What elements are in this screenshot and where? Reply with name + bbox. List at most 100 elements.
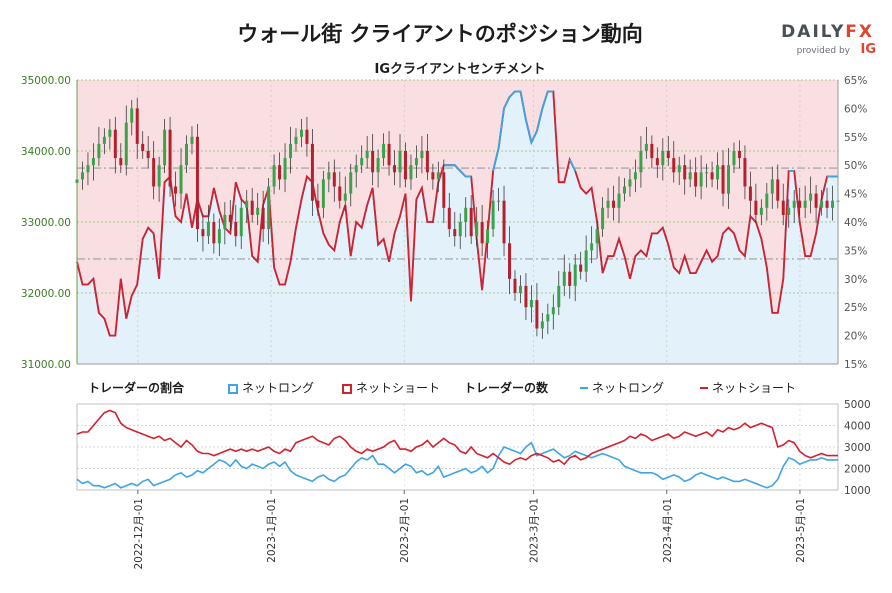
date-tick-label: 2022-12月-01 [133, 498, 145, 570]
date-tick-label: 2023-2月-01 [399, 498, 411, 563]
price-candle [655, 158, 659, 166]
price-candle [737, 151, 741, 159]
price-candle [86, 165, 90, 173]
price-candle [650, 143, 654, 159]
legend-long-line-icon [580, 387, 588, 389]
count-short-line [76, 409, 838, 466]
percent-tick-label: 45% [844, 189, 867, 201]
price-candle [119, 158, 123, 166]
price-candle [135, 108, 139, 144]
price-candle [124, 122, 128, 166]
price-candle [716, 165, 720, 180]
price-candle [803, 200, 807, 208]
price-candle [97, 143, 101, 159]
legend-short-line-icon [700, 387, 708, 389]
price-candle [409, 165, 413, 180]
price-candle [283, 158, 287, 180]
price-candle [393, 165, 397, 173]
price-candle [289, 143, 293, 159]
price-candle [338, 186, 342, 201]
price-candle [732, 151, 736, 166]
price-candle [661, 151, 665, 166]
legend-count-short: ネットショート [700, 379, 796, 396]
trader-count-chart: 5000 4000 3000 2000 1000 2022-12月-01 2023-1月-0… [76, 399, 871, 570]
price-candle [234, 222, 238, 237]
sentiment-price-chart: 35000.00 34000.00 33000.00 32000.00 31000.00… [21, 75, 867, 371]
price-candle [617, 193, 621, 208]
price-candle [699, 172, 703, 187]
price-candle [666, 151, 670, 159]
price-candle [458, 222, 462, 237]
price-candle [365, 151, 369, 159]
price-candle [694, 172, 698, 187]
percent-tick-label: 20% [844, 331, 867, 343]
price-candle [551, 307, 555, 315]
price-candle [141, 143, 145, 151]
price-candle [447, 207, 451, 230]
price-candle [502, 200, 506, 244]
price-candle [425, 151, 429, 173]
percent-tick-label: 35% [844, 245, 867, 257]
price-candle [442, 172, 446, 208]
price-candle [798, 200, 802, 208]
net-long-highlight-line [443, 90, 838, 178]
chart-legend: トレーダーの割合 ネットロング ネットショート トレーダーの数 ネットロング ネ… [80, 376, 840, 398]
price-candle [497, 200, 501, 202]
price-candle [420, 151, 424, 159]
price-candle [644, 143, 648, 151]
price-candle [606, 200, 610, 208]
price-candle [91, 158, 95, 166]
price-candle [770, 179, 774, 194]
price-candle [278, 165, 282, 180]
percent-tick-label: 60% [844, 103, 867, 115]
price-candle [814, 193, 818, 208]
price-candle [294, 136, 298, 144]
price-candle [398, 151, 402, 173]
price-candle [590, 243, 594, 251]
price-candle [130, 108, 134, 123]
price-candle [102, 136, 106, 144]
count-tick-label: 5000 [844, 399, 871, 411]
price-candle [206, 222, 210, 237]
price-candle [792, 200, 796, 208]
legend-long-box-icon [228, 384, 238, 394]
price-tick-label: 34000.00 [21, 146, 71, 158]
price-tick-label: 35000.00 [21, 75, 71, 87]
price-candle [343, 193, 347, 201]
price-candle [743, 158, 747, 187]
price-candle [174, 186, 178, 194]
price-candle [349, 172, 353, 194]
price-candle [453, 229, 457, 237]
price-candle [721, 165, 725, 194]
price-candle [754, 200, 758, 215]
price-candle [299, 129, 303, 137]
price-candle [250, 200, 254, 215]
price-candle [190, 136, 194, 144]
ig-logo: IG [860, 42, 876, 57]
date-tick-label: 2023-5月-01 [795, 498, 807, 563]
price-candle [376, 158, 380, 173]
legend-ratio-title: トレーダーの割合 [88, 381, 185, 395]
price-candle [540, 321, 544, 329]
price-candle [371, 151, 375, 173]
price-candle [776, 179, 780, 201]
chart-title: ウォール街 クライアントのポジション動向 [237, 22, 643, 46]
price-candle [820, 200, 824, 208]
price-candle [113, 129, 117, 159]
price-candle [185, 143, 188, 166]
price-candle [513, 278, 517, 293]
price-candle [157, 165, 161, 187]
price-candle [486, 229, 490, 244]
price-candle [688, 172, 692, 180]
price-candle [508, 243, 512, 279]
price-candle [228, 214, 232, 222]
price-candle [305, 129, 309, 144]
price-candle [163, 129, 167, 166]
price-candle [469, 207, 473, 237]
price-candle [464, 207, 468, 222]
percent-tick-label: 15% [844, 359, 867, 371]
price-candle [809, 193, 813, 201]
price-candle [310, 143, 314, 201]
price-candle [316, 200, 320, 208]
price-candle [672, 158, 676, 173]
